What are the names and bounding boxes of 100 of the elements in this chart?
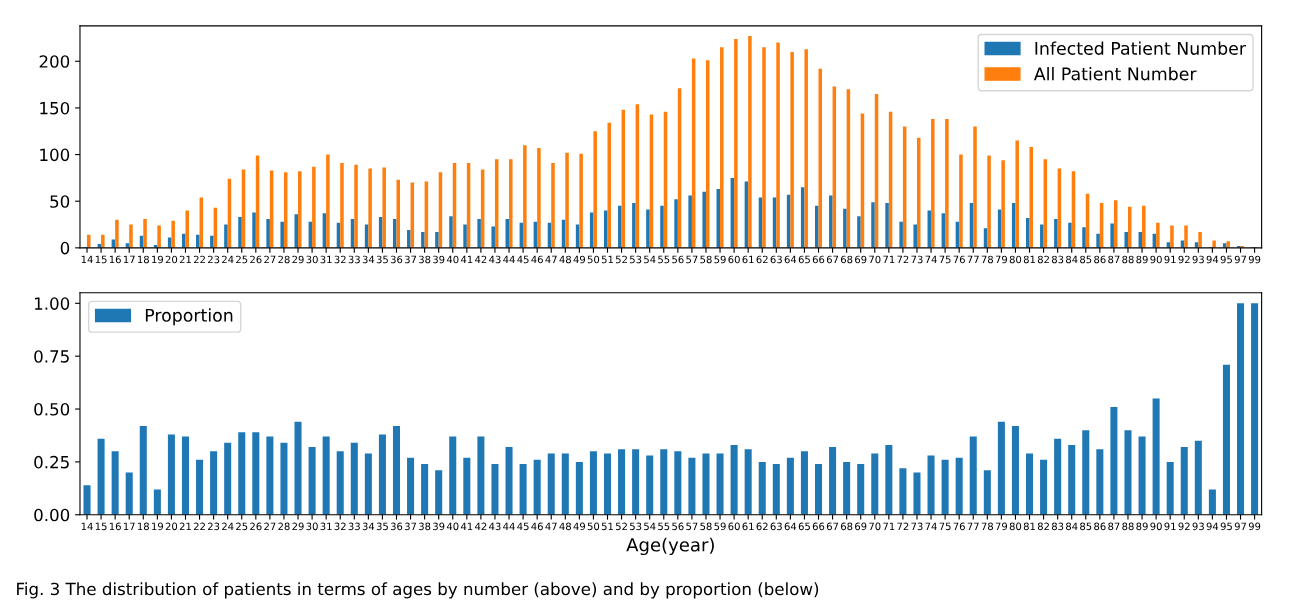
x-tick-label: 51: [601, 522, 613, 531]
x-tick-label: 34: [362, 522, 375, 531]
x-tick-label: 27: [264, 255, 276, 264]
x-tick-label: 24: [222, 255, 234, 264]
x-tick-label: 62: [756, 255, 768, 264]
x-tick-label: 16: [109, 522, 121, 531]
x-tick-label: 90: [1150, 522, 1162, 531]
x-tick-label: 52: [615, 255, 627, 264]
x-tick-label: 32: [334, 255, 346, 264]
x-tick-label: 37: [404, 522, 417, 531]
x-tick-label: 61: [742, 522, 754, 531]
x-tick-label: 85: [1080, 255, 1092, 264]
x-tick-label: 20: [165, 522, 178, 531]
x-tick-label: 77: [967, 255, 979, 264]
x-tick-label: 39: [433, 255, 445, 264]
x-tick-label: 83: [1051, 522, 1064, 531]
x-tick-label: 78: [981, 522, 993, 531]
x-tick-label: 48: [559, 255, 571, 264]
x-tick-label: 27: [264, 522, 276, 530]
x-tick-label: 42: [475, 255, 487, 264]
x-tick-label: 83: [1051, 255, 1064, 264]
x-tick-label: 87: [1108, 522, 1120, 531]
y-tick-label: 0.00: [34, 508, 70, 522]
x-tick-label: 16: [109, 255, 121, 264]
x-tick-label: 23: [207, 522, 220, 531]
x-tick-label: 54: [644, 255, 656, 264]
x-tick-label: 77: [967, 522, 979, 530]
x-tick-label: 22: [193, 522, 205, 530]
y-tick-label: 200: [39, 55, 70, 68]
x-tick-label: 47: [545, 522, 557, 530]
x-tick-label: 97: [1234, 255, 1247, 264]
y-tick-label: 0: [60, 241, 70, 255]
x-tick-label: 69: [855, 522, 867, 531]
x-tick-label: 49: [573, 255, 586, 264]
x-tick-label: 81: [1023, 522, 1035, 531]
x-tick-label: 78: [981, 255, 993, 264]
x-tick-label: 17: [123, 522, 135, 530]
x-tick-label: 63: [770, 522, 782, 531]
x-tick-label: 69: [855, 255, 867, 264]
x-tick-label: 36: [390, 522, 403, 531]
x-tick-label: 66: [812, 522, 825, 531]
x-tick-label: 25: [236, 255, 248, 264]
x-tick-label: 88: [1122, 522, 1134, 531]
x-tick-label: 56: [672, 522, 684, 531]
x-tick-label: 65: [798, 255, 810, 264]
x-tick-label: 53: [630, 522, 642, 531]
x-tick-label: 99: [1248, 255, 1261, 264]
x-tick-label: 88: [1122, 255, 1134, 264]
x-tick-label: 28: [278, 522, 290, 531]
x-tick-label: 22: [193, 255, 205, 264]
x-tick-label: 23: [207, 255, 220, 264]
x-tick-label: 48: [559, 522, 571, 531]
x-tick-label: 51: [601, 255, 613, 264]
x-tick-label: 70: [869, 522, 881, 531]
x-tick-label: 75: [939, 255, 951, 264]
x-tick-label: 46: [531, 255, 543, 264]
x-tick-label: 91: [1164, 255, 1176, 264]
legend-label: All Patient Number: [1033, 66, 1197, 81]
x-tick-label: 19: [152, 255, 164, 264]
x-tick-label: 82: [1037, 522, 1049, 531]
x-tick-label: 44: [503, 522, 515, 530]
x-tick-label: 76: [953, 255, 965, 264]
x-tick-label: 25: [236, 522, 248, 531]
x-tick-label: 95: [1220, 522, 1232, 531]
x-tick-label: 40: [446, 522, 459, 531]
x-tick-label: 89: [1136, 522, 1148, 531]
x-tick-label: 73: [911, 522, 923, 531]
x-tick-label: 68: [840, 255, 853, 264]
x-tick-label: 38: [419, 522, 431, 531]
x-tick-label: 91: [1164, 522, 1176, 531]
x-tick-label: 86: [1094, 255, 1106, 264]
x-tick-label: 29: [292, 522, 304, 531]
x-tick-label: 21: [179, 522, 191, 530]
x-tick-label: 75: [939, 522, 951, 531]
y-tick-label: 0.25: [34, 455, 69, 469]
x-tick-label: 87: [1108, 255, 1120, 264]
x-tick-label: 67: [826, 522, 839, 531]
x-tick-label: 72: [897, 522, 909, 530]
x-tick-label: 92: [1178, 522, 1190, 531]
x-tick-label: 31: [320, 255, 332, 264]
x-tick-label: 15: [95, 522, 107, 531]
y-tick-label: 50: [50, 195, 70, 208]
x-tick-label: 55: [658, 255, 670, 264]
x-tick-label: 34: [362, 255, 375, 264]
y-tick-label: 1.00: [34, 297, 70, 310]
x-tick-label: 43: [489, 522, 501, 531]
x-tick-label: 60: [728, 522, 740, 531]
x-tick-label: 66: [812, 255, 825, 264]
x-tick-label: 37: [404, 255, 417, 264]
x-tick-label: 58: [700, 522, 712, 531]
x-tick-label: 33: [348, 522, 360, 531]
y-tick-label: 150: [40, 101, 70, 115]
x-tick-label: 74: [925, 255, 937, 264]
x-tick-label: 31: [320, 522, 332, 531]
x-tick-label: 42: [475, 522, 487, 530]
legend-label: Proportion: [145, 308, 233, 326]
x-tick-label: 44: [503, 255, 515, 264]
x-tick-label: 32: [334, 522, 346, 531]
x-tick-label: 70: [869, 255, 881, 264]
x-tick-label: 65: [798, 522, 810, 531]
